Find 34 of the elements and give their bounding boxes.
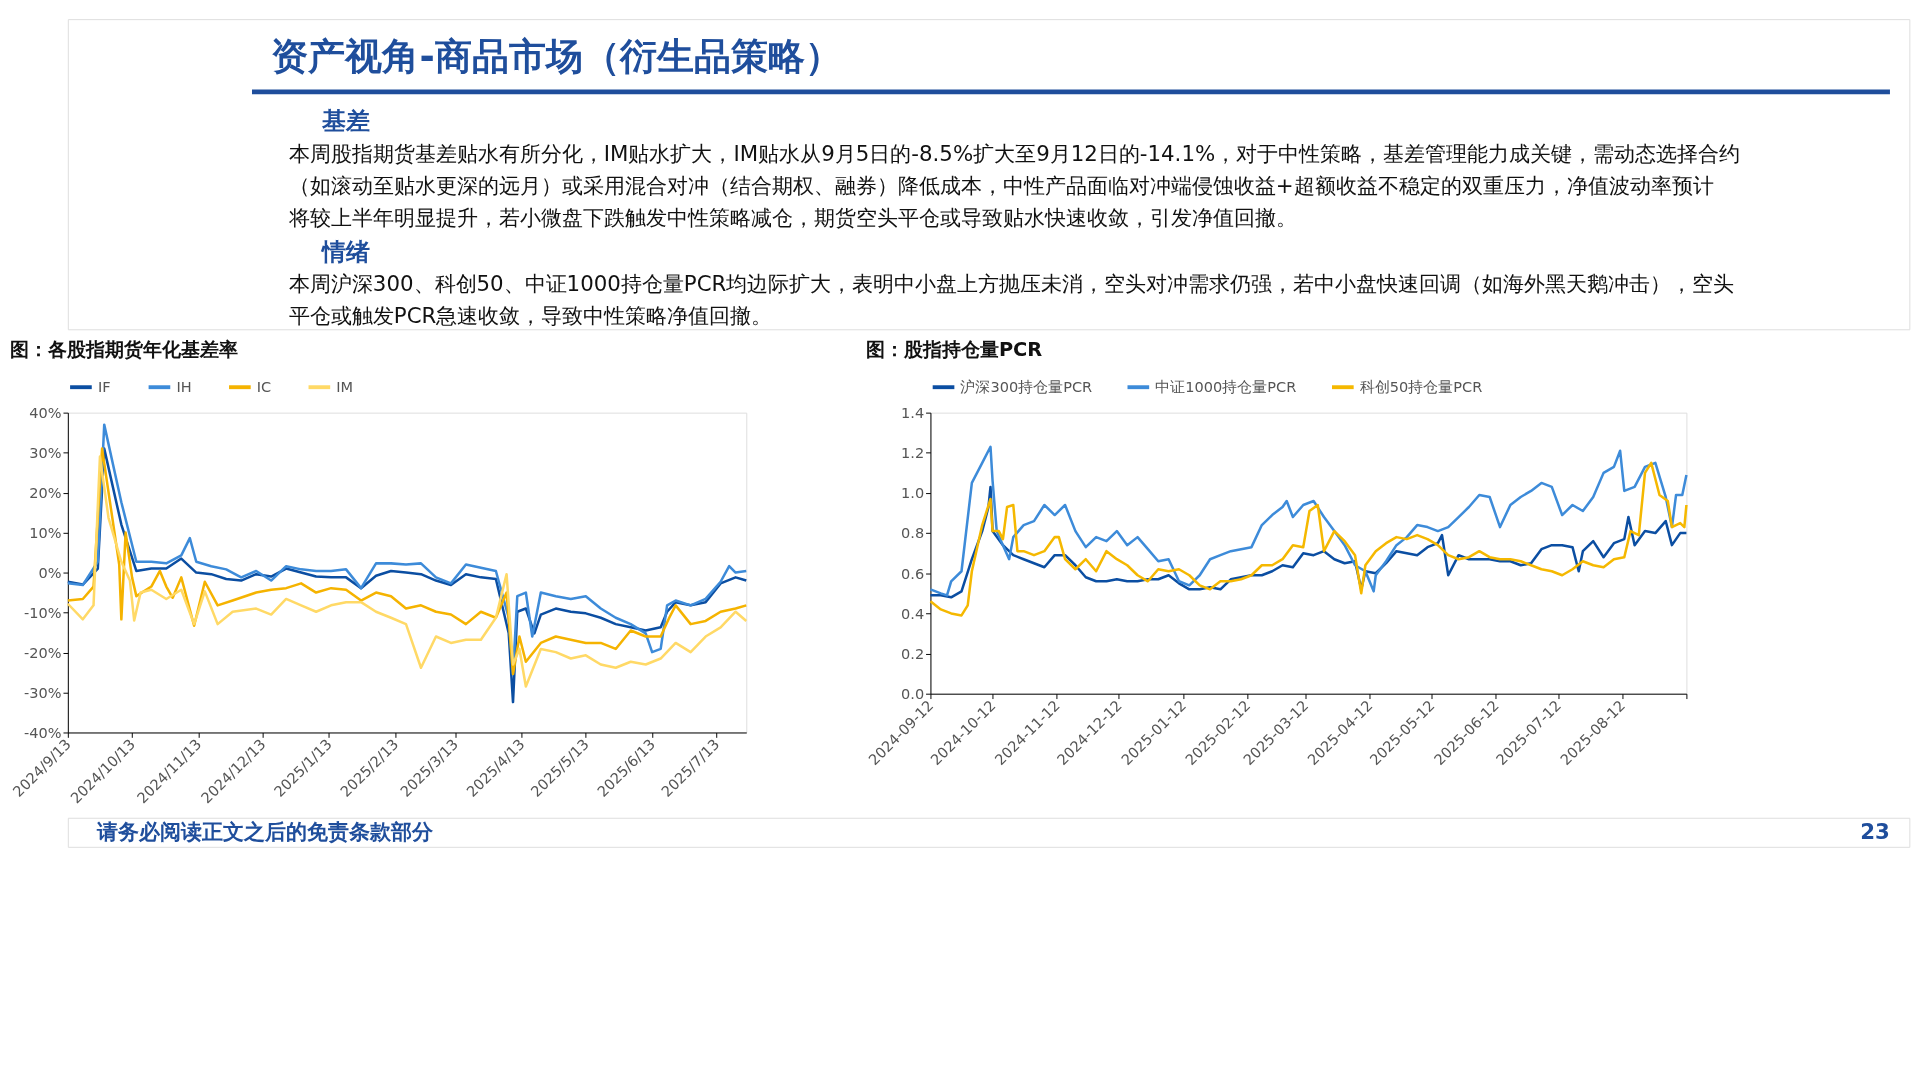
text: 本周股指期货基差贴水有所分化，IM贴水扩大，IM贴水从9月5日的-8.5%扩大至9月12日的-14.1%，对于中性策略，基差管理能力成关键，需动态选择合约（如滚动至贴水更深的远月）或采用混合对冲（结合期权、融券）降低成本，中性产品面临对冲端侵蚀收益+超额收益不稳定的双重压力，净值波动率预计将较上半年明显提升，若小微盘下跌触发中性策略减仓，期货空头平仓或导致贴水快速收敛，引发净值回撤。 bbox=[287, 140, 1741, 230]
y-tick-label: 0% bbox=[38, 564, 62, 581]
text: 请务必阅读正文之后的免责条款部分 bbox=[95, 819, 434, 845]
text: 本周沪深300、科创50、中证1000持仓量PCR均边际扩大，表明中小盘上方抛压未消，空头对冲需求仍强，若中小盘快速回调（如海外黑天鹅冲击），空头平仓或触发PCR急速收敛，导致中性策略净值回撤。 bbox=[288, 271, 1735, 329]
y-tick-label: 20% bbox=[29, 484, 62, 501]
text: 基差 bbox=[320, 106, 370, 135]
y-tick-label: 0.8 bbox=[901, 525, 925, 542]
text: 情绪 bbox=[319, 237, 370, 266]
y-tick-label: -40% bbox=[24, 724, 62, 741]
line-series bbox=[929, 445, 1688, 597]
y-tick-label: 1.4 bbox=[901, 404, 925, 421]
y-tick-label: 0.6 bbox=[901, 565, 925, 582]
y-tick-label: 40% bbox=[29, 404, 62, 421]
legend-label: 科创50持仓量PCR bbox=[1359, 379, 1483, 396]
text: 23 bbox=[1860, 819, 1890, 845]
y-tick-label: 1.0 bbox=[901, 485, 925, 502]
legend-label: IM bbox=[336, 379, 354, 396]
y-tick-label: 0.2 bbox=[901, 645, 925, 662]
y-tick-label: 10% bbox=[29, 524, 62, 541]
y-tick-label: 1.2 bbox=[901, 445, 925, 462]
legend-label: 沪深300持仓量PCR bbox=[960, 379, 1093, 396]
y-tick-label: -30% bbox=[24, 684, 62, 701]
legend-label: IF bbox=[97, 379, 111, 396]
line-series bbox=[929, 461, 1688, 617]
chart-title: 图：股指持仓量PCR bbox=[865, 338, 1043, 362]
legend-label: 中证1000持仓量PCR bbox=[1155, 379, 1297, 396]
y-tick-label: 30% bbox=[29, 444, 62, 461]
text: 资产视角-商品市场（衍生品策略） bbox=[271, 34, 842, 78]
legend-label: IC bbox=[256, 379, 272, 396]
legend-label: IH bbox=[176, 379, 192, 396]
y-tick-label: 0.4 bbox=[901, 605, 925, 622]
chart-title: 图：各股指期货年化基差率 bbox=[10, 338, 239, 362]
y-tick-label: -20% bbox=[24, 644, 62, 661]
y-tick-label: -10% bbox=[24, 604, 62, 621]
